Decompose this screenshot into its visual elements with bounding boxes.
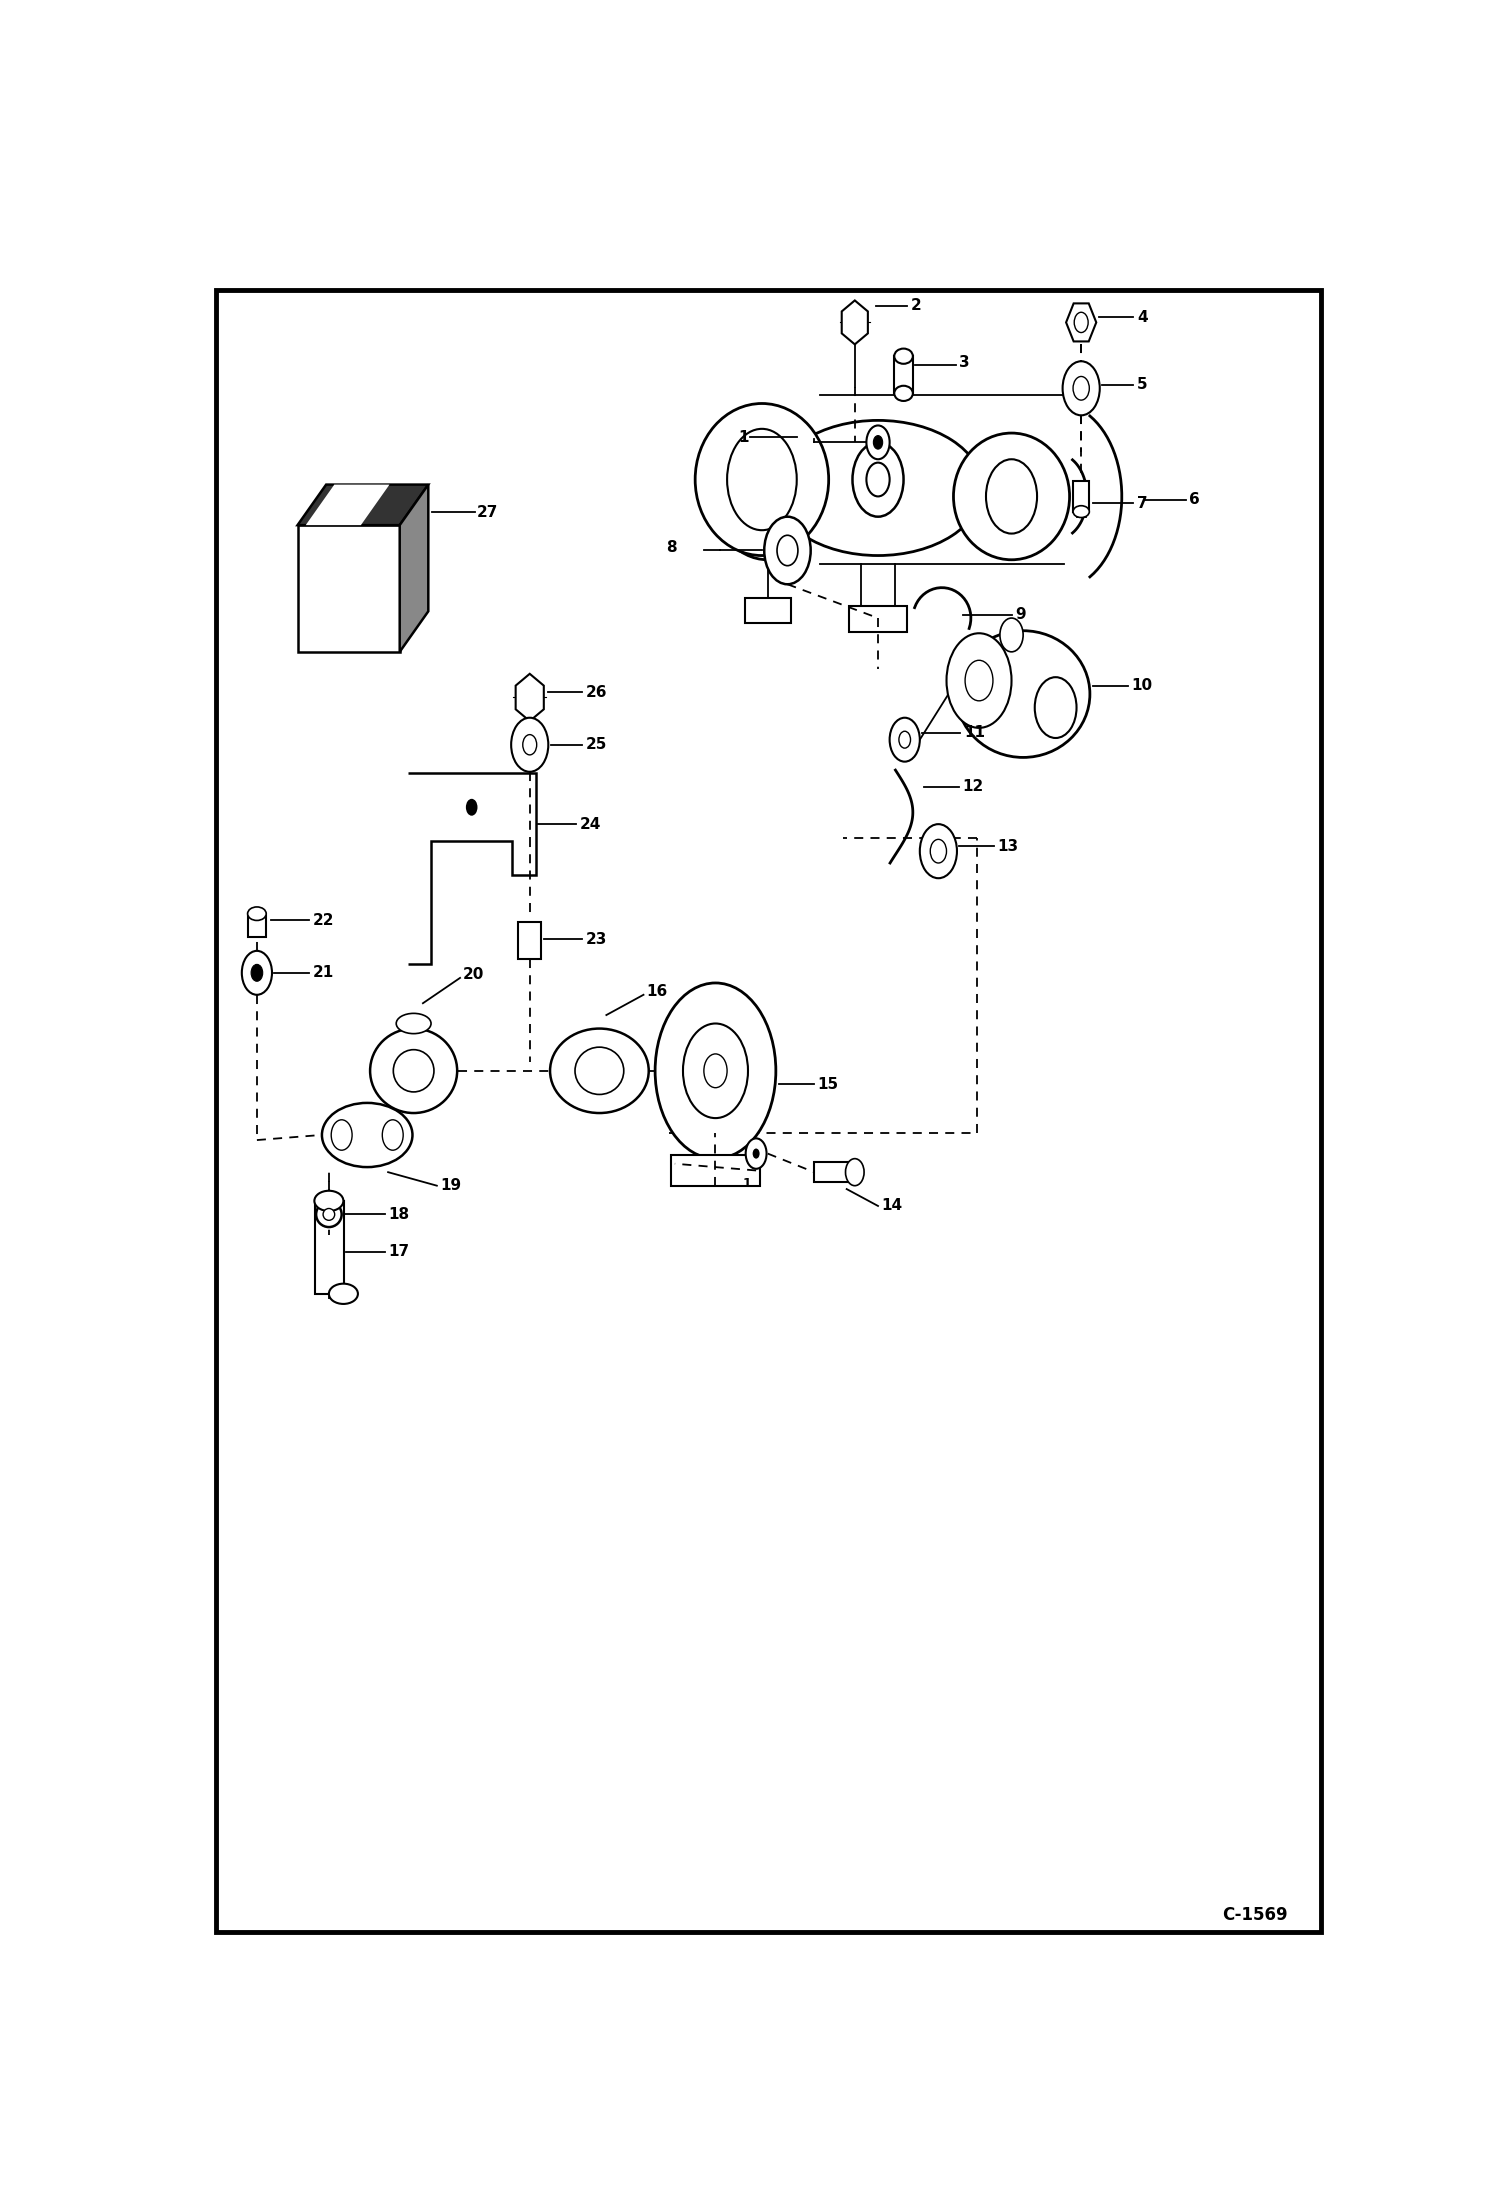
Text: 1: 1 [743, 1178, 750, 1191]
Circle shape [746, 1139, 767, 1169]
Ellipse shape [894, 386, 912, 402]
Ellipse shape [773, 421, 983, 555]
Text: 13: 13 [998, 838, 1019, 853]
Circle shape [873, 437, 882, 450]
Text: 18: 18 [388, 1207, 409, 1222]
Text: 6: 6 [1189, 491, 1200, 507]
Circle shape [241, 950, 273, 994]
Circle shape [466, 799, 478, 816]
Circle shape [890, 717, 920, 761]
Circle shape [920, 825, 957, 878]
Polygon shape [400, 485, 428, 652]
Polygon shape [515, 674, 544, 722]
Polygon shape [1067, 303, 1097, 342]
Bar [1073, 480, 1089, 511]
Circle shape [1073, 377, 1089, 399]
Circle shape [965, 660, 993, 700]
Ellipse shape [247, 906, 267, 921]
Circle shape [866, 463, 890, 496]
Ellipse shape [316, 1202, 342, 1226]
Circle shape [1074, 312, 1088, 333]
Bar [819, 395, 1064, 564]
Polygon shape [298, 485, 428, 524]
Circle shape [704, 1053, 727, 1088]
Text: C-1569: C-1569 [1222, 1907, 1288, 1924]
Ellipse shape [894, 349, 912, 364]
Text: 17: 17 [388, 1244, 409, 1259]
Text: 10: 10 [1131, 678, 1152, 693]
Text: 9: 9 [1016, 608, 1026, 623]
Ellipse shape [322, 1104, 412, 1167]
Text: 25: 25 [586, 737, 607, 753]
Text: 24: 24 [580, 816, 601, 832]
Circle shape [511, 717, 548, 772]
Text: 4: 4 [1137, 309, 1147, 325]
Text: 21: 21 [313, 965, 334, 981]
Bar [815, 1163, 855, 1183]
Bar [671, 1156, 759, 1185]
Text: 23: 23 [586, 932, 607, 946]
Bar [247, 913, 267, 937]
Circle shape [1062, 362, 1100, 415]
Bar [894, 355, 912, 393]
Bar [745, 597, 791, 623]
Text: 1: 1 [739, 430, 749, 445]
Ellipse shape [710, 417, 825, 559]
Polygon shape [306, 485, 389, 524]
Text: 27: 27 [476, 505, 499, 520]
Ellipse shape [695, 404, 828, 555]
Circle shape [382, 1119, 403, 1150]
Text: 26: 26 [586, 685, 607, 700]
Text: 20: 20 [463, 968, 484, 983]
Ellipse shape [394, 1049, 434, 1093]
Text: 12: 12 [963, 779, 984, 794]
Circle shape [1035, 678, 1077, 737]
Ellipse shape [956, 630, 1091, 757]
Circle shape [777, 535, 798, 566]
Ellipse shape [953, 432, 1070, 559]
Circle shape [252, 965, 262, 981]
Circle shape [683, 1022, 748, 1119]
Bar [298, 524, 400, 652]
Circle shape [947, 634, 1011, 728]
Circle shape [655, 983, 776, 1158]
Ellipse shape [330, 1283, 358, 1303]
Circle shape [752, 1147, 759, 1158]
Bar [315, 1200, 345, 1294]
Circle shape [727, 428, 797, 531]
Circle shape [852, 443, 903, 516]
Text: 16: 16 [646, 983, 667, 998]
Ellipse shape [395, 1014, 431, 1033]
Bar [518, 921, 541, 959]
Circle shape [845, 1158, 864, 1185]
Text: 14: 14 [881, 1198, 903, 1213]
Ellipse shape [575, 1047, 623, 1095]
Text: 5: 5 [1137, 377, 1147, 393]
Text: 7: 7 [1137, 496, 1147, 511]
Ellipse shape [550, 1029, 649, 1112]
Text: 11: 11 [963, 726, 984, 739]
Text: 22: 22 [313, 913, 334, 928]
Circle shape [764, 516, 810, 584]
Polygon shape [842, 301, 867, 344]
Ellipse shape [370, 1029, 457, 1112]
Polygon shape [407, 774, 536, 965]
Circle shape [986, 459, 1037, 533]
Bar [849, 606, 906, 632]
Text: 2: 2 [911, 298, 921, 314]
Circle shape [331, 1119, 352, 1150]
Circle shape [1001, 619, 1023, 652]
Text: 3: 3 [959, 355, 969, 371]
Circle shape [523, 735, 536, 755]
Text: 19: 19 [440, 1178, 461, 1194]
Circle shape [899, 731, 911, 748]
Ellipse shape [315, 1191, 343, 1211]
Text: 15: 15 [818, 1077, 839, 1093]
Circle shape [866, 426, 890, 459]
Ellipse shape [1073, 505, 1089, 518]
Text: 8: 8 [667, 540, 677, 555]
Circle shape [930, 840, 947, 862]
Ellipse shape [324, 1209, 334, 1220]
